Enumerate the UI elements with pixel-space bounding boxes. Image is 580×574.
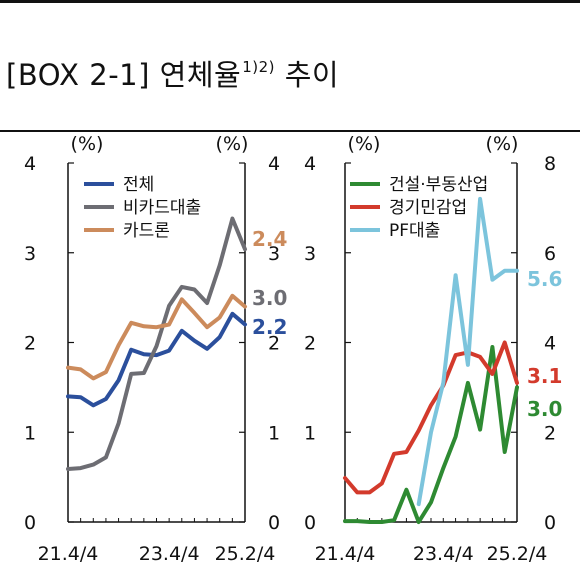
x-tick-label: 25.2/4	[487, 543, 548, 565]
legend-label: 카드론	[123, 221, 170, 241]
y-left-tick-label: 3	[304, 243, 316, 265]
series-line-2-3	[416, 196, 519, 507]
x-tick-label: 23.4/4	[413, 543, 474, 565]
series-end-label: 3.0	[527, 397, 562, 421]
y-left-tick-label: 0	[24, 512, 36, 534]
series-end-label: 2.2	[252, 315, 287, 339]
y-left-unit-label: (%)	[71, 133, 104, 155]
y-left-tick-label: 1	[24, 422, 36, 444]
legend-label: 건설·부동산업	[389, 175, 488, 195]
series-line-1-2	[66, 216, 247, 471]
legend-label: 경기민감업	[389, 198, 467, 218]
y-left-tick-label: 2	[304, 333, 316, 355]
y-right-tick-label: 2	[544, 422, 556, 444]
series-line-2-1	[343, 345, 519, 524]
x-tick-label: 25.2/4	[215, 543, 276, 565]
title-divider	[0, 130, 580, 132]
y-left-tick-label: 1	[304, 422, 316, 444]
title-text: [BOX 2-1] 연체율	[6, 58, 242, 92]
top-rule	[0, 0, 580, 3]
series-line-1-1	[66, 311, 247, 408]
legend-label: PF대출	[389, 221, 440, 241]
title-suffix: 추이	[284, 58, 340, 92]
y-right-tick-label: 3	[268, 243, 280, 265]
y-right-tick-label: 2	[268, 333, 280, 355]
series-end-label: 5.6	[527, 267, 562, 291]
y-left-unit-label: (%)	[348, 133, 381, 155]
series-end-label: 2.4	[252, 227, 287, 251]
series-line-1-3	[66, 293, 247, 381]
y-right-tick-label: 0	[544, 512, 556, 534]
title-footnote-marker: 1)2)	[242, 58, 275, 76]
legend-label: 비카드대출	[123, 198, 201, 218]
y-right-tick-label: 0	[268, 512, 280, 534]
y-left-tick-label: 3	[24, 243, 36, 265]
y-left-tick-label: 4	[24, 153, 36, 175]
x-tick-label: 21.4/4	[38, 543, 99, 565]
y-right-tick-label: 6	[544, 243, 556, 265]
x-tick-label: 23.4/4	[139, 543, 200, 565]
legend-label: 전체	[123, 175, 154, 195]
y-right-tick-label: 4	[268, 153, 280, 175]
y-left-tick-label: 2	[24, 333, 36, 355]
y-right-tick-label: 4	[544, 333, 556, 355]
x-tick-label: 21.4/4	[315, 543, 376, 565]
y-left-tick-label: 0	[304, 512, 316, 534]
y-right-tick-label: 8	[544, 153, 556, 175]
y-left-tick-label: 4	[304, 153, 316, 175]
y-right-tick-label: 1	[268, 422, 280, 444]
y-right-unit-label: (%)	[216, 133, 249, 155]
page-title: [BOX 2-1] 연체율1)2) 추이	[6, 52, 339, 94]
series-end-label: 3.1	[527, 364, 562, 388]
series-end-label: 3.0	[252, 286, 287, 310]
y-right-unit-label: (%)	[486, 133, 519, 155]
series-line-2-2	[343, 340, 519, 495]
